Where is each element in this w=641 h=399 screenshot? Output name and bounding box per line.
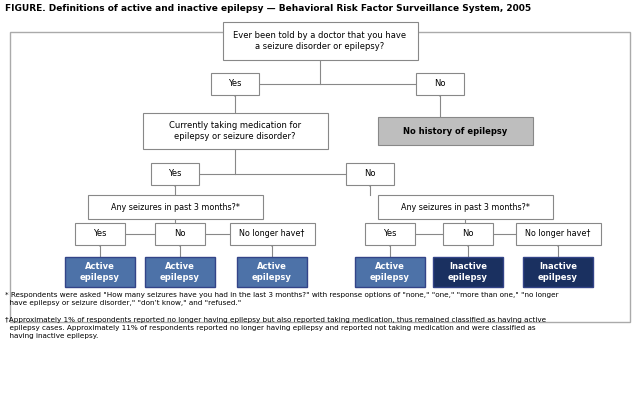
Bar <box>237 257 307 287</box>
Text: Any seizures in past 3 months?*: Any seizures in past 3 months?* <box>110 203 240 211</box>
Bar <box>515 223 601 245</box>
Text: Active
epilepsy: Active epilepsy <box>160 262 200 282</box>
Text: No: No <box>174 229 186 239</box>
Text: No: No <box>462 229 474 239</box>
Bar <box>88 195 263 219</box>
Text: No: No <box>434 79 445 89</box>
Text: FIGURE. Definitions of active and inactive epilepsy — Behavioral Risk Factor Sur: FIGURE. Definitions of active and inacti… <box>5 4 531 13</box>
Bar <box>346 163 394 185</box>
Text: Ever been told by a doctor that you have
a seizure disorder or epilepsy?: Ever been told by a doctor that you have… <box>233 31 406 51</box>
Bar <box>416 73 464 95</box>
Bar <box>145 257 215 287</box>
Text: Yes: Yes <box>383 229 397 239</box>
Bar <box>378 195 553 219</box>
Text: Yes: Yes <box>93 229 107 239</box>
Bar <box>65 257 135 287</box>
Bar <box>433 257 503 287</box>
Text: Yes: Yes <box>228 79 242 89</box>
Text: * Respondents were asked "How many seizures have you had in the last 3 months?" : * Respondents were asked "How many seizu… <box>5 292 558 306</box>
Text: Yes: Yes <box>168 170 182 178</box>
Bar <box>523 257 593 287</box>
Text: No longer have†: No longer have† <box>526 229 591 239</box>
Text: Any seizures in past 3 months?*: Any seizures in past 3 months?* <box>401 203 529 211</box>
Bar <box>10 32 630 322</box>
Text: Inactive
epilepsy: Inactive epilepsy <box>448 262 488 282</box>
Bar <box>443 223 493 245</box>
Text: No longer have†: No longer have† <box>239 229 304 239</box>
Text: †Approximately 1% of respondents reported no longer having epilepsy but also rep: †Approximately 1% of respondents reporte… <box>5 317 546 339</box>
Bar <box>75 223 125 245</box>
Text: Currently taking medication for
epilepsy or seizure disorder?: Currently taking medication for epilepsy… <box>169 121 301 141</box>
Bar <box>229 223 315 245</box>
Bar <box>211 73 259 95</box>
Text: Active
epilepsy: Active epilepsy <box>370 262 410 282</box>
Text: Inactive
epilpesy: Inactive epilpesy <box>538 262 578 282</box>
Bar <box>155 223 205 245</box>
Bar <box>355 257 425 287</box>
Bar <box>378 117 533 145</box>
Text: Active
epilepsy: Active epilepsy <box>252 262 292 282</box>
Text: No history of epilepsy: No history of epilepsy <box>403 126 507 136</box>
Bar <box>365 223 415 245</box>
Text: Active
epilepsy: Active epilepsy <box>80 262 120 282</box>
Bar <box>142 113 328 149</box>
Bar <box>222 22 417 60</box>
Text: No: No <box>364 170 376 178</box>
Bar <box>151 163 199 185</box>
